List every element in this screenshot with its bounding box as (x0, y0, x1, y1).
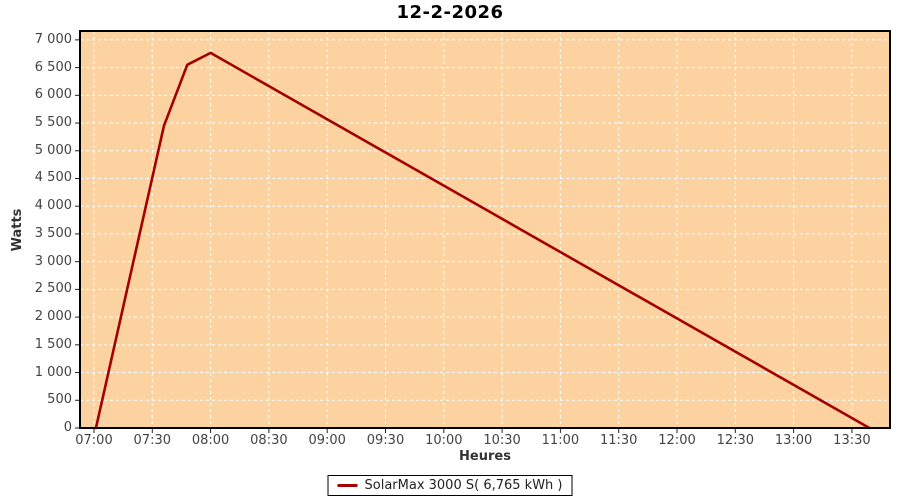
x-tick-label: 11:00 (541, 433, 580, 448)
x-tick-label: 09:00 (308, 433, 346, 448)
x-tick-label: 10:30 (483, 433, 521, 448)
x-tick-label: 08:00 (191, 433, 230, 448)
x-tick-label: 13:00 (774, 433, 813, 448)
y-tick-label: 2 500 (34, 281, 72, 297)
y-tick-label: 2 000 (34, 309, 72, 325)
plot-border (79, 30, 891, 429)
y-tick-label: 5 000 (34, 142, 72, 158)
y-tick-label: 1 500 (34, 336, 72, 352)
y-tick-label: 4 000 (34, 198, 72, 214)
series-line-swatch (337, 484, 358, 487)
y-axis-title: Watts (10, 208, 25, 252)
y-tick-label: 6 000 (34, 87, 72, 103)
x-tick-label: 10:00 (425, 433, 463, 448)
legend: SolarMax 3000 S( 6,765 kWh ) (327, 475, 573, 496)
y-tick-label: 3 000 (34, 253, 72, 269)
y-tick-label: 7 000 (34, 31, 72, 47)
y-tick-label: 500 (47, 392, 72, 408)
x-tick-label: 11:30 (599, 433, 638, 448)
chart-title: 12-2-2026 (396, 2, 504, 23)
y-tick-label: 0 (63, 420, 72, 435)
x-tick-label: 07:00 (75, 433, 113, 448)
plot-background (80, 31, 890, 428)
series-line (94, 51, 871, 430)
x-tick-label: 12:00 (658, 433, 696, 448)
y-tick-label: 5 500 (34, 115, 72, 131)
y-tick-label: 6 500 (34, 59, 72, 75)
legend-label: SolarMax 3000 S( 6,765 kWh ) (364, 478, 563, 493)
y-tick-label: 1 000 (34, 364, 72, 380)
x-tick-label: 09:30 (366, 433, 405, 448)
y-tick-label: 4 500 (34, 170, 72, 186)
x-tick-label: 13:30 (833, 433, 871, 448)
x-tick-label: 07:30 (133, 433, 172, 448)
x-tick-label: 08:30 (250, 433, 288, 448)
y-tick-label: 3 500 (34, 225, 72, 241)
x-axis-title: Heures (459, 449, 511, 464)
x-tick-label: 12:30 (716, 433, 755, 448)
